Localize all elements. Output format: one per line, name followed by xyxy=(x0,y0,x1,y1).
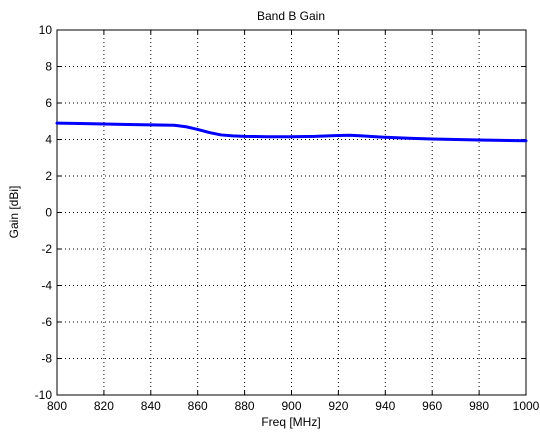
grid-lines xyxy=(57,30,526,395)
x-tick-label: 920 xyxy=(328,399,348,413)
y-tick-label: 4 xyxy=(45,133,52,147)
x-tick-labels: 800 820 840 860 880 900 920 940 960 980 1000 xyxy=(47,399,540,413)
y-tick-label: -4 xyxy=(41,279,52,293)
x-tick-label: 880 xyxy=(235,399,255,413)
x-tick-label: 860 xyxy=(188,399,208,413)
y-tick-label: 8 xyxy=(45,60,52,74)
axis-ticks xyxy=(56,29,527,396)
y-tick-label: 2 xyxy=(45,169,52,183)
x-tick-label: 900 xyxy=(281,399,301,413)
y-tick-label: 10 xyxy=(39,23,53,37)
x-tick-label: 1000 xyxy=(513,399,540,413)
y-tick-labels: -10 -8 -6 -4 -2 0 2 4 6 8 10 xyxy=(35,23,53,402)
series-group xyxy=(55,121,528,143)
x-tick-label: 960 xyxy=(422,399,442,413)
x-tick-label: 820 xyxy=(94,399,114,413)
y-tick-label: -2 xyxy=(41,242,52,256)
y-tick-label: -10 xyxy=(35,388,53,402)
y-axis-label: Gain [dBi] xyxy=(7,186,21,239)
y-tick-label: -8 xyxy=(41,352,52,366)
y-tick-label: 0 xyxy=(45,206,52,220)
x-tick-label: 940 xyxy=(375,399,395,413)
x-tick-label: 980 xyxy=(469,399,489,413)
chart-title: Band B Gain xyxy=(257,9,325,23)
plot-area xyxy=(56,29,527,396)
x-tick-label: 800 xyxy=(47,399,67,413)
y-tick-label: 6 xyxy=(45,96,52,110)
x-tick-label: 840 xyxy=(141,399,161,413)
gain-series-line xyxy=(55,121,528,143)
x-axis-label: Freq [MHz] xyxy=(261,415,320,429)
y-tick-label: -6 xyxy=(41,315,52,329)
